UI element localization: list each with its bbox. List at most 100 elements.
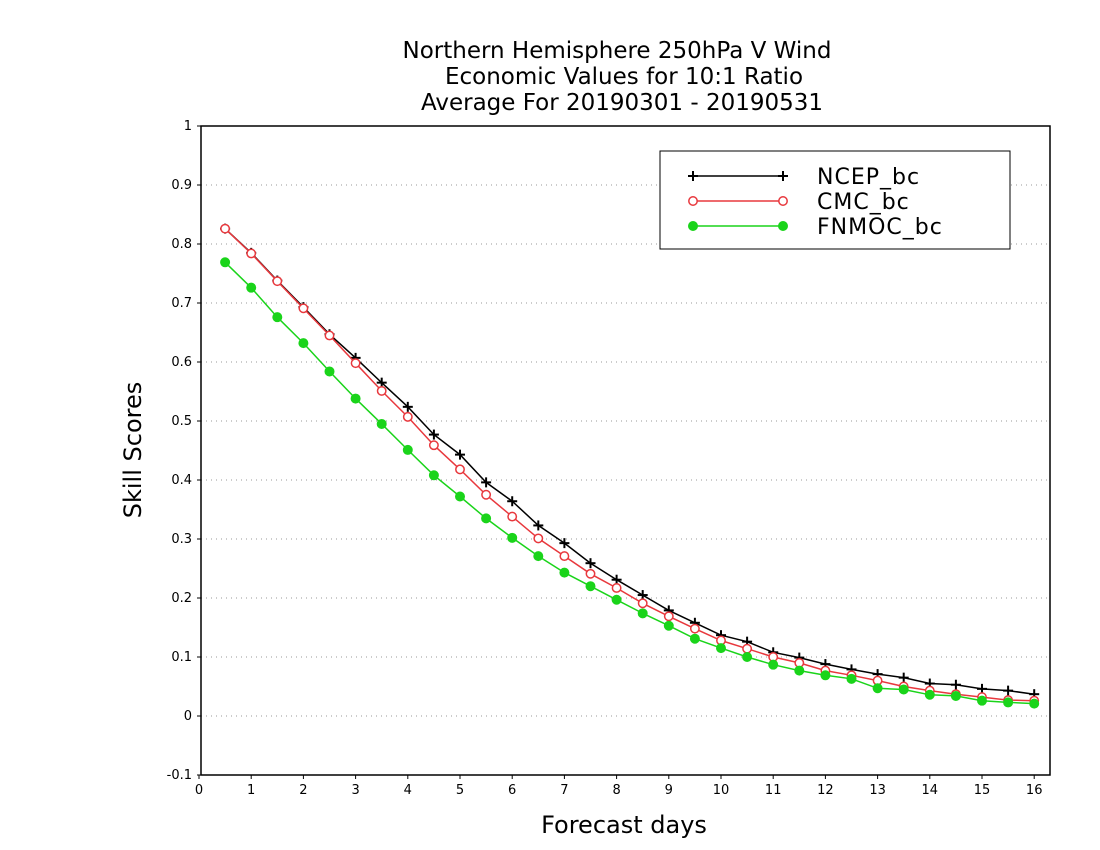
data-point [455,449,465,460]
data-point [481,489,492,500]
data-point [220,257,231,268]
y-tick-label: 1 [184,119,192,134]
y-tick-label: -0.1 [167,768,192,783]
data-point [428,429,439,440]
data-point [688,221,698,231]
x-tick-label: 6 [508,783,516,798]
data-point [507,532,518,543]
data-point [977,695,987,706]
x-tick-label: 4 [404,783,412,798]
plot-frame [200,125,1051,776]
series-fnmoc-bc [220,257,1040,709]
series-line [224,261,1035,705]
x-tick-label: 1 [247,783,255,798]
x-tick-label: 8 [612,783,620,798]
x-tick-label: 12 [817,783,834,798]
x-tick-label: 13 [869,783,886,798]
data-point [689,633,700,644]
data-point [872,683,883,694]
x-tick-label: 7 [560,783,568,798]
data-point [637,608,648,619]
data-point [533,551,544,562]
data-point [585,581,596,592]
data-point [455,464,465,475]
y-tick-label: 0.3 [171,532,192,547]
data-point [585,568,596,579]
data-point [559,538,570,549]
data-point [324,330,335,341]
x-tick-label: 3 [351,783,359,798]
data-point [298,338,309,349]
data-point [663,620,674,631]
data-point [585,558,596,569]
data-point [1003,685,1014,696]
y-tick-label: 0.8 [171,237,192,252]
data-point [689,623,700,634]
data-point [220,223,231,234]
data-point [481,477,492,488]
y-tick-label: 0.1 [171,650,192,665]
series-line [224,228,1035,695]
data-point [402,401,413,412]
x-tick-label: 5 [456,783,464,798]
legend-label: NCEP_bc [817,165,920,190]
data-point [272,276,283,287]
x-tick-label: 15 [974,783,991,798]
title-line: Average For 20190301 - 20190531 [421,90,823,116]
data-point [663,611,674,622]
x-axis-label: Forecast days [541,811,707,839]
data-point [778,221,788,231]
data-point [898,672,909,683]
data-point [794,665,805,676]
data-point [350,358,361,369]
y-tick-label: 0.2 [171,591,192,606]
data-point [533,533,544,544]
data-point [559,551,570,562]
data-point [559,567,570,578]
y-axis-label: Skill Scores [119,382,147,519]
data-point [324,366,335,377]
series-lines [220,223,1040,709]
data-point [898,684,909,695]
data-point [246,248,257,259]
chart-title: Northern Hemisphere 250hPa V WindEconomi… [403,38,832,116]
data-point [402,444,413,455]
series-cmc-bc [220,223,1040,706]
data-point [950,690,961,701]
data-point [298,303,309,314]
data-point [533,520,544,531]
data-point [716,643,726,654]
data-point [481,513,492,524]
y-tick-label: 0.7 [171,296,192,311]
data-point [611,583,622,593]
title-line: Northern Hemisphere 250hPa V Wind [403,38,832,64]
series-ncep-bc [220,223,1040,700]
data-point [350,393,361,404]
data-point [688,171,698,181]
data-point [768,659,779,670]
data-point [402,411,413,422]
data-point [272,312,283,323]
data-point [820,670,831,681]
title-line: Economic Values for 10:1 Ratio [445,64,803,90]
y-tick-label: 0.4 [171,473,192,488]
data-point [637,598,648,609]
axis-ticks: -0.100.10.20.30.40.50.60.70.80.910 1 2 3 4 5 6… [167,119,1043,798]
legend-box [659,150,1011,250]
data-point [742,643,753,654]
data-point [455,491,465,502]
data-point [507,511,518,522]
data-point [950,679,961,690]
legend-label: CMC_bc [817,190,910,215]
data-point [246,282,257,293]
x-tick-label: 10 [713,783,730,798]
data-point [688,196,698,206]
data-point [376,385,387,396]
data-point [376,418,387,429]
y-tick-label: 0.9 [171,178,192,193]
y-tick-label: 0 [184,709,192,724]
data-point [428,470,439,481]
data-point [924,689,935,700]
